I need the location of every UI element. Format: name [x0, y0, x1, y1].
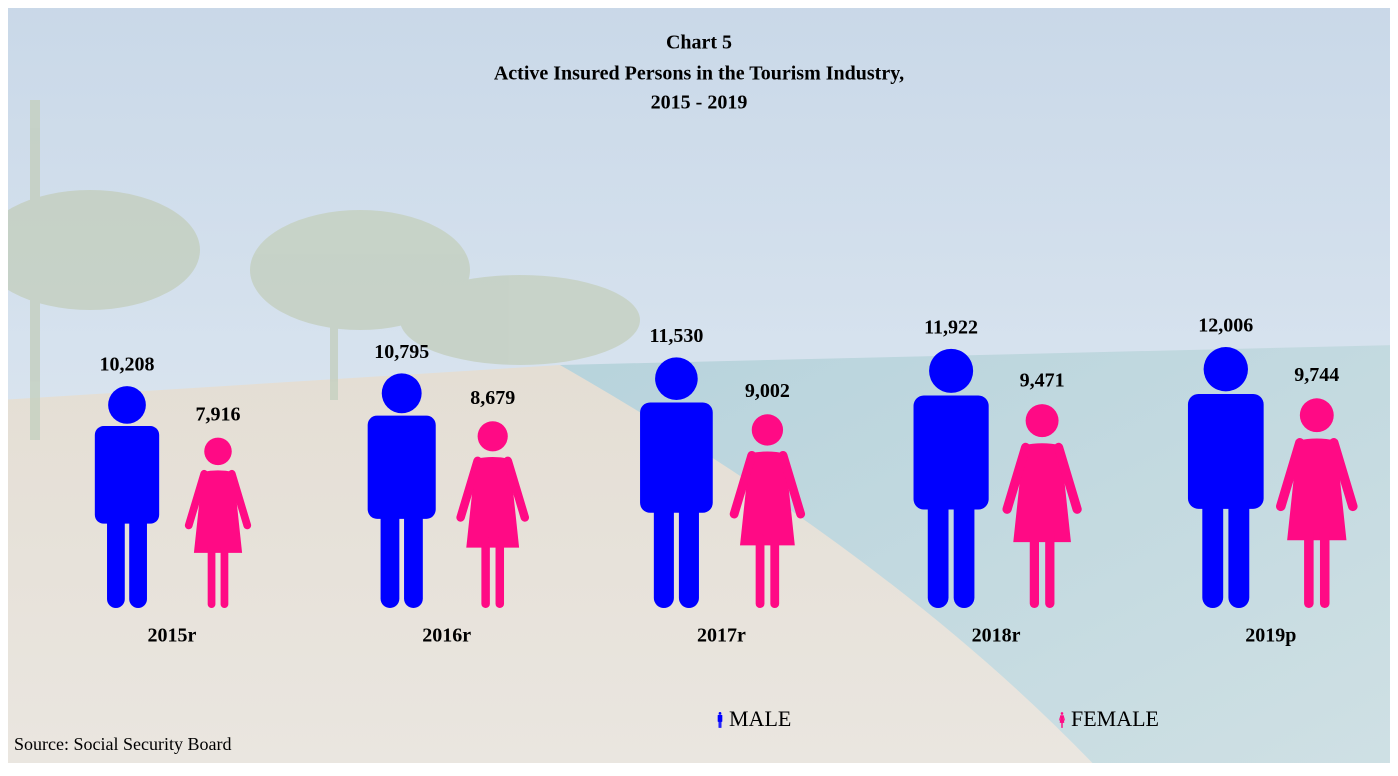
source-note: Source: Social Security Board [14, 734, 231, 754]
value-label: 11,922 [924, 316, 978, 338]
icon-leg [481, 536, 489, 608]
icon-head [929, 349, 973, 393]
x-tick-label: 2018r [972, 625, 1021, 647]
value-label: 8,679 [470, 387, 515, 409]
icon-leg [719, 720, 720, 728]
legend-label: MALE [729, 706, 791, 731]
x-tick-label: 2015r [148, 625, 197, 647]
value-label: 9,002 [745, 380, 790, 402]
icon-leg [928, 478, 949, 608]
icon-leg [404, 491, 423, 608]
icon-head [1300, 398, 1334, 432]
icon-leg [756, 534, 765, 608]
x-tick-label: 2019p [1245, 625, 1296, 647]
icon-leg [1202, 478, 1223, 609]
legend-label: FEMALE [1071, 706, 1159, 731]
chart-subtitle: 2015 - 2019 [651, 92, 748, 114]
icon-leg [208, 543, 216, 608]
icon-leg [496, 536, 504, 608]
icon-leg [107, 497, 125, 608]
icon-leg [720, 720, 721, 728]
icon-head [204, 438, 232, 466]
value-label: 10,208 [100, 354, 155, 376]
icon-leg [1304, 528, 1314, 608]
icon-head [1204, 347, 1248, 391]
icon-leg [129, 497, 147, 608]
icon-body [1188, 394, 1264, 509]
value-label: 10,795 [374, 341, 429, 363]
icon-head [478, 421, 508, 451]
page: Chart 5 Active Insured Persons in the To… [0, 0, 1398, 771]
icon-body [640, 402, 713, 512]
icon-body [95, 426, 159, 524]
icon-leg [381, 491, 400, 608]
icon-leg [1062, 722, 1063, 728]
icon-head [719, 712, 722, 715]
icon-head [382, 373, 422, 413]
icon-leg [1061, 722, 1062, 728]
icon-leg [954, 478, 975, 608]
icon-leg [770, 534, 779, 608]
x-tick-label: 2016r [422, 625, 471, 647]
value-label: 9,744 [1294, 364, 1339, 386]
value-label: 11,530 [649, 325, 703, 347]
icon-leg [654, 483, 674, 608]
icon-head [108, 386, 146, 424]
icon-body [718, 715, 723, 722]
chart: Chart 5 Active Insured Persons in the To… [0, 0, 1398, 771]
value-label: 12,006 [1198, 315, 1253, 337]
icon-head [1061, 712, 1064, 715]
icon-leg [221, 543, 229, 608]
icon-leg [679, 483, 699, 608]
chart-subtitle: Active Insured Persons in the Tourism In… [494, 63, 904, 85]
value-label: 9,471 [1020, 370, 1065, 392]
background [0, 0, 1398, 771]
icon-head [752, 414, 783, 445]
x-tick-label: 2017r [697, 625, 746, 647]
icon-head [1026, 404, 1059, 437]
icon-head [655, 357, 698, 400]
icon-leg [1228, 478, 1249, 609]
value-label: 7,916 [196, 404, 241, 426]
icon-body [914, 395, 989, 509]
icon-leg [1030, 530, 1039, 608]
icon-body [368, 416, 436, 519]
icon-leg [1320, 528, 1330, 608]
chart-title: Chart 5 [666, 32, 732, 54]
icon-leg [1045, 530, 1054, 608]
